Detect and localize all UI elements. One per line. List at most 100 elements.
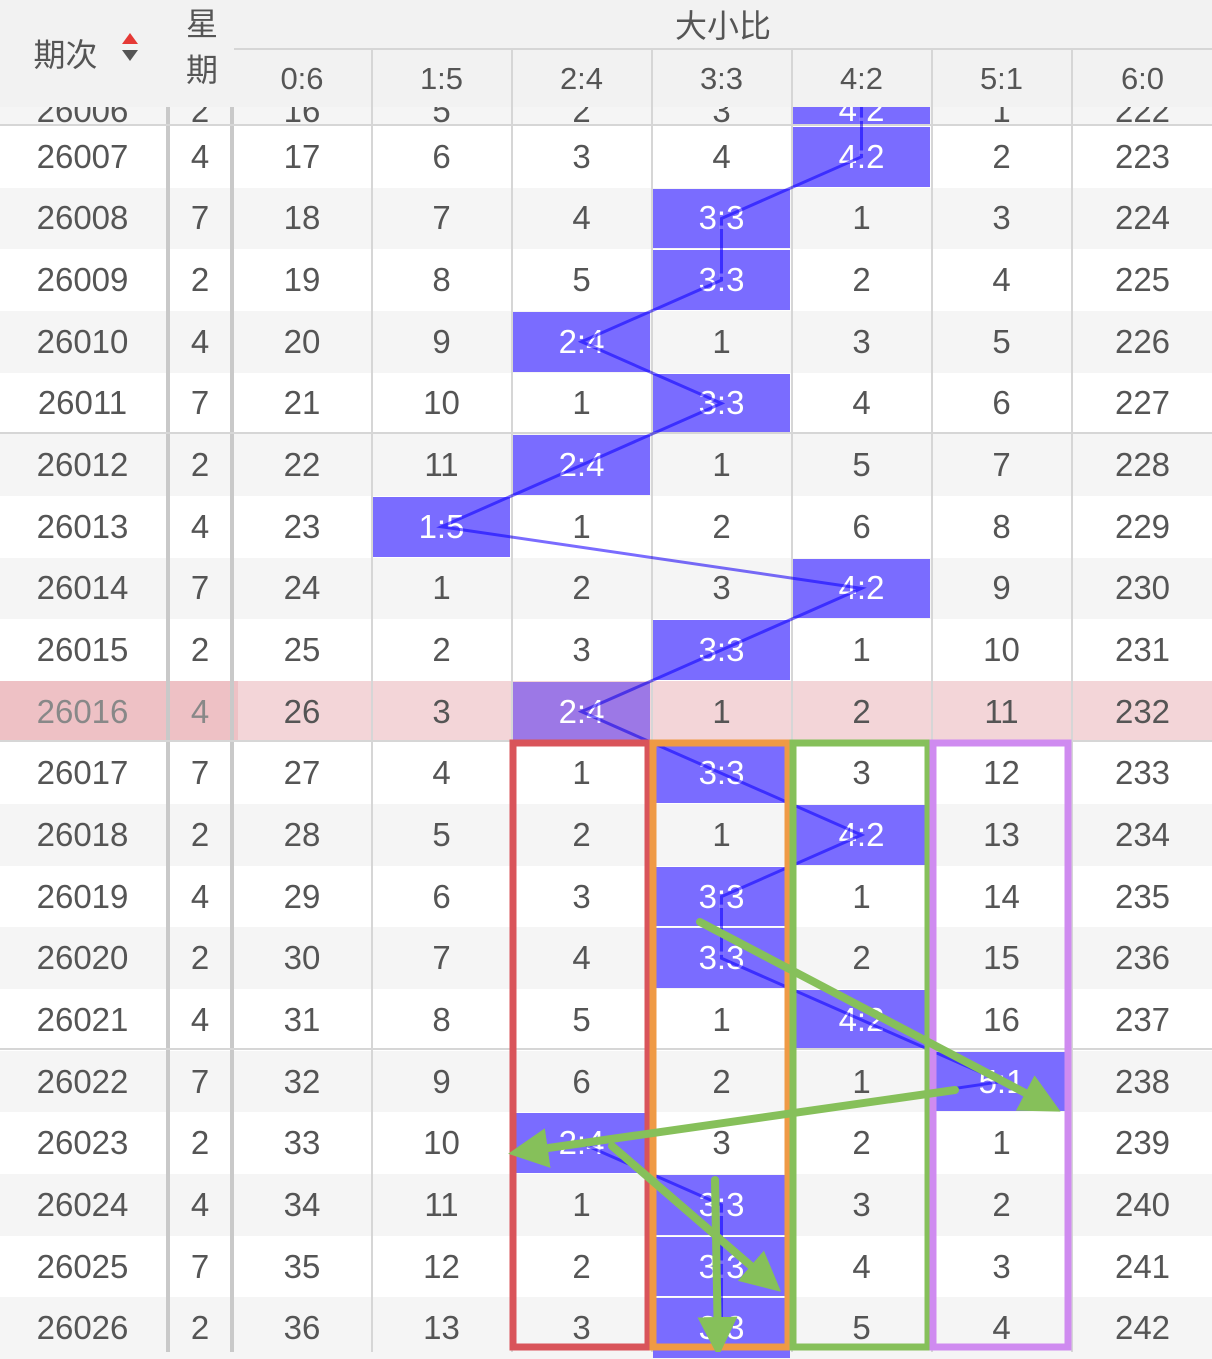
ratio-cell: 7 [432,199,451,237]
period-cell: 26017 [36,754,129,792]
ratio-cell: 240 [1114,1185,1171,1223]
ratio-cell: 3 [992,199,1011,237]
sort-toggle-icon[interactable] [122,33,138,67]
ratio-cell: 4 [432,754,451,792]
ratio-cell: 16 [983,1000,1020,1038]
ratio-cell: 9 [432,322,451,360]
ratio-cell: 6 [432,137,451,175]
column-header: 5:1 [979,60,1024,96]
ratio-cell: 231 [1114,631,1171,668]
ratio-cell: 4 [572,199,591,237]
weekday-cell: 2 [190,815,210,853]
hit-cell: 1:5 [373,496,510,557]
period-cell: 26013 [36,507,129,545]
column-header: 1:5 [419,60,464,96]
hit-cell: 3:3 [653,1236,790,1297]
ratio-cell: 3 [712,569,731,607]
ratio-cell: 17 [283,137,321,175]
ratio-cell: 2 [712,507,731,545]
period-cell: 26020 [36,939,129,977]
ratio-cell: 1 [572,1185,591,1223]
ratio-cell: 224 [1114,199,1171,237]
weekday-cell: 4 [190,322,210,360]
ratio-cell: 5 [852,1309,871,1347]
ratio-cell: 10 [423,1124,460,1162]
ratio-cell: 223 [1114,137,1171,175]
period-cell: 26012 [36,446,129,484]
ratio-cell: 27 [283,754,321,792]
ratio-cell: 11 [424,1185,459,1223]
ratio-cell: 28 [283,815,321,853]
ratio-cell: 29 [283,877,321,915]
ratio-cell: 13 [423,1309,460,1347]
ratio-cell: 2 [712,1062,731,1100]
ratio-cell: 3 [572,137,591,175]
ratio-cell: 8 [432,1000,451,1038]
period-cell: 26026 [36,1309,129,1347]
ratio-cell: 19 [283,261,321,299]
ratio-cell: 2 [992,1185,1011,1223]
ratio-cell: 6 [572,1062,591,1100]
ratio-cell: 30 [283,939,321,977]
ratio-cell: 31 [283,1000,321,1038]
weekday-cell: 7 [190,199,210,237]
ratio-cell: 230 [1114,569,1171,607]
column-header: 2:4 [559,60,604,96]
ratio-cell: 1 [852,199,871,237]
ratio-cell: 233 [1114,754,1171,792]
ratio-cell: 22 [283,446,321,484]
weekday-cell: 7 [190,1247,210,1285]
ratio-cell: 4 [992,1309,1011,1347]
ratio-cell: 24 [283,569,321,607]
column-header: 3:3 [699,60,744,96]
weekday-header-label: 星期 [182,6,218,99]
period-cell: 26023 [36,1124,129,1162]
ratio-cell: 1 [852,1062,871,1100]
hit-cell: 3:3 [653,250,790,310]
period-cell: 26011 [37,384,128,422]
ratio-cell: 11 [984,692,1019,730]
ratio-cell: 242 [1114,1309,1171,1347]
ratio-cell: 12 [983,754,1020,792]
hit-cell: 3:3 [653,373,790,434]
ratio-cell: 2 [572,569,591,607]
ratio-cell: 6 [992,384,1011,422]
ratio-cell: 1 [712,322,731,360]
ratio-cell: 25 [283,631,321,668]
ratio-cell: 238 [1114,1062,1171,1100]
ratio-cell: 235 [1114,877,1171,915]
ratio-cell: 1 [572,507,591,545]
ratio-cell: 26 [283,692,321,730]
weekday-cell: 7 [190,754,210,792]
weekday-cell: 4 [190,692,210,730]
ratio-cell: 8 [432,261,451,299]
ratio-cell: 229 [1114,507,1171,545]
hit-cell: 3:3 [653,1298,790,1358]
weekday-cell: 4 [190,1000,210,1038]
hit-cell: 3:3 [653,188,790,249]
hit-cell: 3:3 [653,620,790,680]
weekday-cell: 2 [190,1309,210,1347]
ratio-cell: 36 [283,1309,321,1347]
ratio-cell: 11 [424,446,459,484]
ratio-cell: 1 [712,692,731,730]
hit-cell: 2:4 [513,311,650,372]
ratio-cell: 13 [983,815,1020,853]
period-cell: 26007 [36,137,129,175]
ratio-cell: 234 [1114,815,1171,853]
weekday-cell: 2 [190,939,210,977]
hit-cell: 5:1 [933,1051,1070,1112]
ratio-cell: 5 [992,322,1011,360]
period-header[interactable]: 期次 [0,0,165,105]
weekday-cell: 4 [190,1185,210,1223]
column-header: 0:6 [280,60,324,96]
hit-cell: 3:3 [653,928,790,989]
sort-down-icon [122,50,138,61]
ratio-cell: 1 [992,1124,1011,1162]
ratio-cell: 1 [572,754,591,792]
period-cell: 26009 [36,261,129,299]
ratio-cell: 10 [423,384,460,422]
ratio-cell: 23 [283,507,321,545]
period-cell: 26010 [36,322,129,360]
